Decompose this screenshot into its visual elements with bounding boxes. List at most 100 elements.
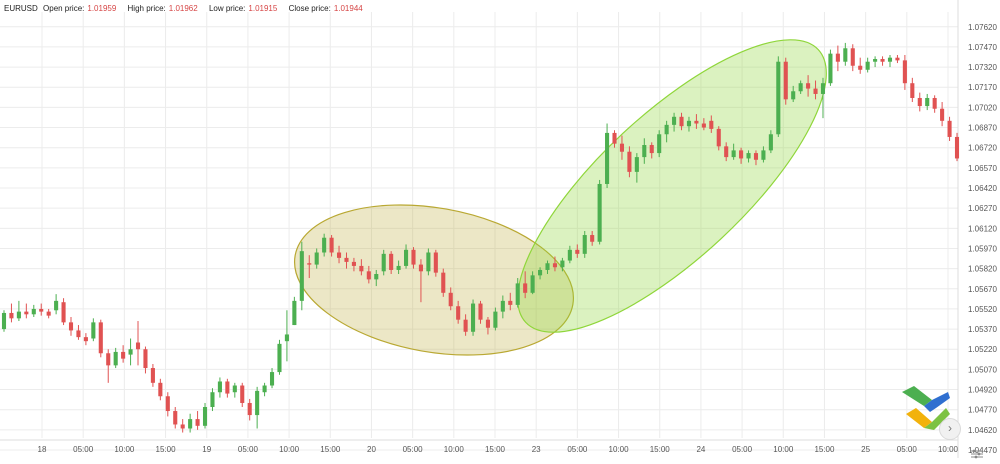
candle-up	[746, 153, 751, 159]
candle-down	[709, 120, 714, 129]
brand-logo-icon	[900, 384, 952, 434]
y-tick-label: 1.07020	[968, 103, 997, 112]
y-tick-label: 1.06420	[968, 184, 997, 193]
candle-down	[329, 237, 334, 253]
candle-down	[649, 145, 654, 154]
x-tick-label: 15:00	[650, 445, 671, 454]
candle-up	[567, 249, 572, 261]
candle-down	[24, 311, 29, 315]
candle-up	[232, 385, 237, 393]
candle-up	[277, 343, 282, 373]
candle-up	[1, 312, 7, 330]
x-tick-label: 20	[367, 445, 376, 454]
x-tick-label: 10:00	[609, 445, 630, 454]
chevron-right-icon[interactable]: ›	[939, 418, 961, 440]
y-tick-label: 1.05070	[968, 365, 997, 374]
x-tick-label: 05:00	[238, 445, 259, 454]
candle-up	[255, 390, 260, 416]
candle-up	[217, 381, 222, 393]
candle-up	[664, 124, 669, 135]
candle-down	[98, 322, 103, 354]
x-tick-label: 25	[861, 445, 870, 454]
high-price-label: High price:	[127, 4, 166, 13]
candle-down	[359, 265, 364, 272]
x-tick-label: 10:00	[279, 445, 300, 454]
candle-up	[605, 132, 610, 184]
open-price-label: Open price:	[43, 4, 85, 13]
candle-up	[776, 61, 781, 135]
candle-up	[113, 351, 118, 366]
x-tick-label: 05:00	[732, 445, 753, 454]
candle-down	[612, 132, 617, 144]
candle-up	[798, 83, 803, 92]
candle-down	[910, 83, 915, 98]
candle-down	[76, 330, 81, 338]
y-tick-label: 1.07620	[968, 23, 997, 32]
low-price-label: Low price:	[208, 4, 246, 13]
close-price-value: 1.01944	[333, 4, 363, 13]
candle-up	[54, 300, 59, 311]
y-tick-label: 1.07470	[968, 43, 997, 52]
candle-up	[597, 183, 602, 242]
candle-down	[344, 257, 349, 262]
candle-up	[188, 419, 193, 429]
candle-down	[418, 264, 423, 272]
candle-up	[828, 53, 833, 84]
candle-down	[456, 306, 461, 320]
candle-down	[523, 283, 528, 293]
candle-down	[739, 150, 744, 159]
candle-up	[791, 91, 796, 100]
y-tick-label: 1.06120	[968, 224, 997, 233]
y-tick-label: 1.07170	[968, 83, 997, 92]
candle-up	[887, 57, 893, 62]
x-tick-label: 19	[202, 445, 211, 454]
candle-down	[195, 419, 200, 426]
chart-settings-icon[interactable]	[970, 446, 984, 459]
candle-down	[753, 153, 759, 160]
candle-up	[843, 48, 848, 62]
candle-up	[515, 283, 520, 305]
candle-up	[426, 252, 431, 272]
candle-up	[299, 251, 304, 301]
candle-down	[880, 59, 885, 62]
x-tick-label: 10:00	[938, 445, 959, 454]
x-tick-label: 15:00	[156, 445, 177, 454]
candle-up	[500, 300, 505, 312]
candle-down	[9, 312, 14, 319]
candle-up	[657, 134, 662, 154]
candle-down	[590, 235, 595, 242]
candle-down	[954, 136, 960, 159]
y-tick-label: 1.05820	[968, 265, 997, 274]
y-tick-label: 1.05220	[968, 345, 997, 354]
candle-down	[366, 271, 371, 280]
x-tick-label: 15:00	[485, 445, 506, 454]
candle-down	[932, 97, 937, 109]
x-tick-label: 15:00	[814, 445, 835, 454]
x-tick-label: 10:00	[444, 445, 465, 454]
candle-down	[143, 349, 148, 369]
candle-up	[545, 263, 550, 270]
candle-up	[731, 150, 736, 158]
candle-down	[850, 48, 855, 66]
candle-up	[91, 322, 96, 339]
candle-down	[783, 61, 788, 100]
candle-down	[336, 252, 342, 258]
candle-down	[68, 322, 74, 331]
y-tick-label: 1.05520	[968, 305, 997, 314]
y-tick-label: 1.04770	[968, 406, 997, 415]
x-tick-label: 10:00	[114, 445, 135, 454]
x-tick-label: 05:00	[403, 445, 424, 454]
candle-up	[768, 134, 773, 151]
candle-down	[463, 319, 468, 332]
candle-up	[873, 59, 878, 62]
x-tick-label: 18	[38, 445, 47, 454]
x-tick-label: 05:00	[567, 445, 588, 454]
candle-down	[940, 108, 945, 121]
candle-up	[403, 249, 409, 266]
y-tick-label: 1.05670	[968, 285, 997, 294]
candle-down	[679, 116, 684, 127]
candle-down	[106, 353, 111, 366]
low-price-value: 1.01915	[248, 4, 278, 13]
candle-up	[530, 275, 535, 293]
